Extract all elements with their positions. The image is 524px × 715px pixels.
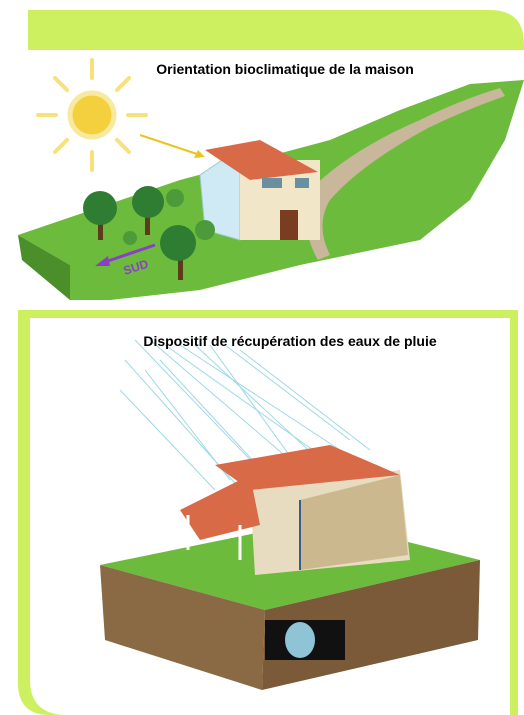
panel-title: Orientation bioclimatique de la maison: [156, 61, 414, 77]
page: SUD Orientation bioclimatique de la mais…: [0, 0, 524, 715]
illustration-page: SUD Orientation bioclimatique de la mais…: [0, 0, 524, 715]
header-band: [28, 10, 524, 50]
sun: [38, 60, 146, 170]
panel-title: Dispositif de récupération des eaux de p…: [143, 333, 437, 349]
tank: [285, 622, 315, 658]
